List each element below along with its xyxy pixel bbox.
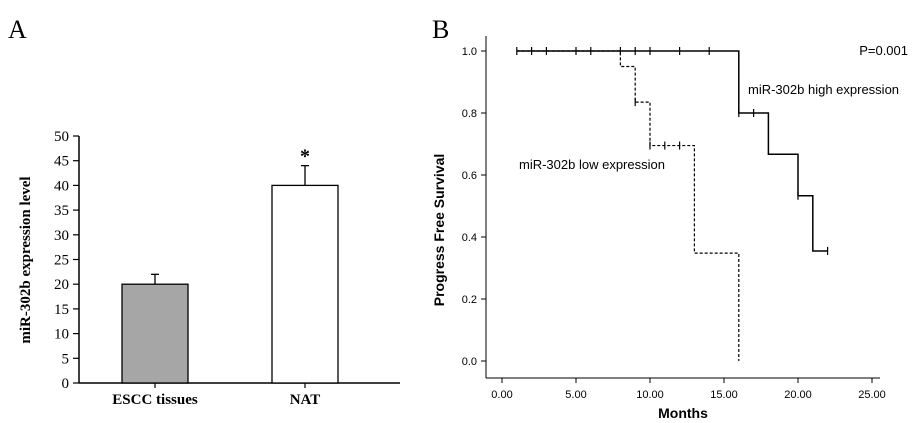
panel-a-y-tick-label: 15 xyxy=(54,302,69,318)
panel-b-x-tick-label: 0.00 xyxy=(491,389,512,401)
survival-curve-low-expression xyxy=(516,50,740,361)
panel-a-y-tick-label: 45 xyxy=(54,154,69,170)
panel-a-y-tick-label: 0 xyxy=(62,376,70,392)
panel-a-bar-chart: A miR-302b expression level 0 5 10 15 20 25 30… xyxy=(8,15,400,408)
panel-b-x-tick-label: 25.00 xyxy=(858,389,886,401)
panel-a-y-tick-label: 30 xyxy=(54,228,69,244)
bar-escc-tissues xyxy=(121,283,189,384)
panel-a-x-tick-label: ESCC tissues xyxy=(112,392,198,408)
panel-a-label: A xyxy=(8,15,27,44)
panel-a-x-tick-label: NAT xyxy=(290,392,321,408)
panel-b-y-tick-label: 0.0 xyxy=(462,356,477,368)
panel-a-y-tick-label: 35 xyxy=(54,203,69,219)
panel-a-bars: * xyxy=(121,146,339,384)
panel-b-x-tick-label: 5.00 xyxy=(565,389,586,401)
series-label-high-expression: miR-302b high expression xyxy=(748,82,899,97)
survival-curve-high-expression xyxy=(516,50,828,252)
panel-b-y-axis-label: Progress Free Survival xyxy=(431,154,447,307)
panel-b-curves xyxy=(516,47,829,361)
panel-a-y-tick-label: 50 xyxy=(54,129,69,145)
panel-a-y-tick-label: 40 xyxy=(54,178,69,194)
series-label-low-expression: miR-302b low expression xyxy=(519,157,665,172)
panel-b-x-tick-label: 15.00 xyxy=(710,389,738,401)
panel-b-x-tick-label: 20.00 xyxy=(784,389,812,401)
panel-b-y-tick-label: 1.0 xyxy=(462,46,477,58)
panel-a-y-tick-label: 10 xyxy=(54,327,69,343)
panel-a-y-axis-label: miR-302b expression level xyxy=(18,176,34,343)
panel-b-label: B xyxy=(432,15,449,44)
panel-b-axes: 0.0 0.2 0.4 0.6 0.8 1.0 0.00 5.00 10.00 15.00 20.0… xyxy=(462,36,886,401)
panel-b-y-tick-label: 0.4 xyxy=(462,232,477,244)
panel-b-y-tick-label: 0.8 xyxy=(462,108,477,120)
panel-b-survival-chart: B Progress Free Survival Months P=0.001 … xyxy=(431,15,908,421)
panel-a-y-tick-label: 25 xyxy=(54,253,69,269)
panel-a-y-tick-label: 20 xyxy=(54,277,69,293)
panel-b-x-axis-label: Months xyxy=(658,405,708,421)
panel-b-x-tick-label: 10.00 xyxy=(636,389,664,401)
bar-nat xyxy=(271,184,339,384)
significance-asterisk: * xyxy=(300,146,310,168)
panel-b-p-value: P=0.001 xyxy=(859,43,908,58)
panel-b-y-tick-label: 0.2 xyxy=(462,294,477,306)
panel-b-y-tick-label: 0.6 xyxy=(462,170,477,182)
panel-a-y-tick-label: 5 xyxy=(62,351,70,367)
panel-a-axes: 0 5 10 15 20 25 30 35 40 45 50 ESCC tissues NAT xyxy=(54,129,400,408)
